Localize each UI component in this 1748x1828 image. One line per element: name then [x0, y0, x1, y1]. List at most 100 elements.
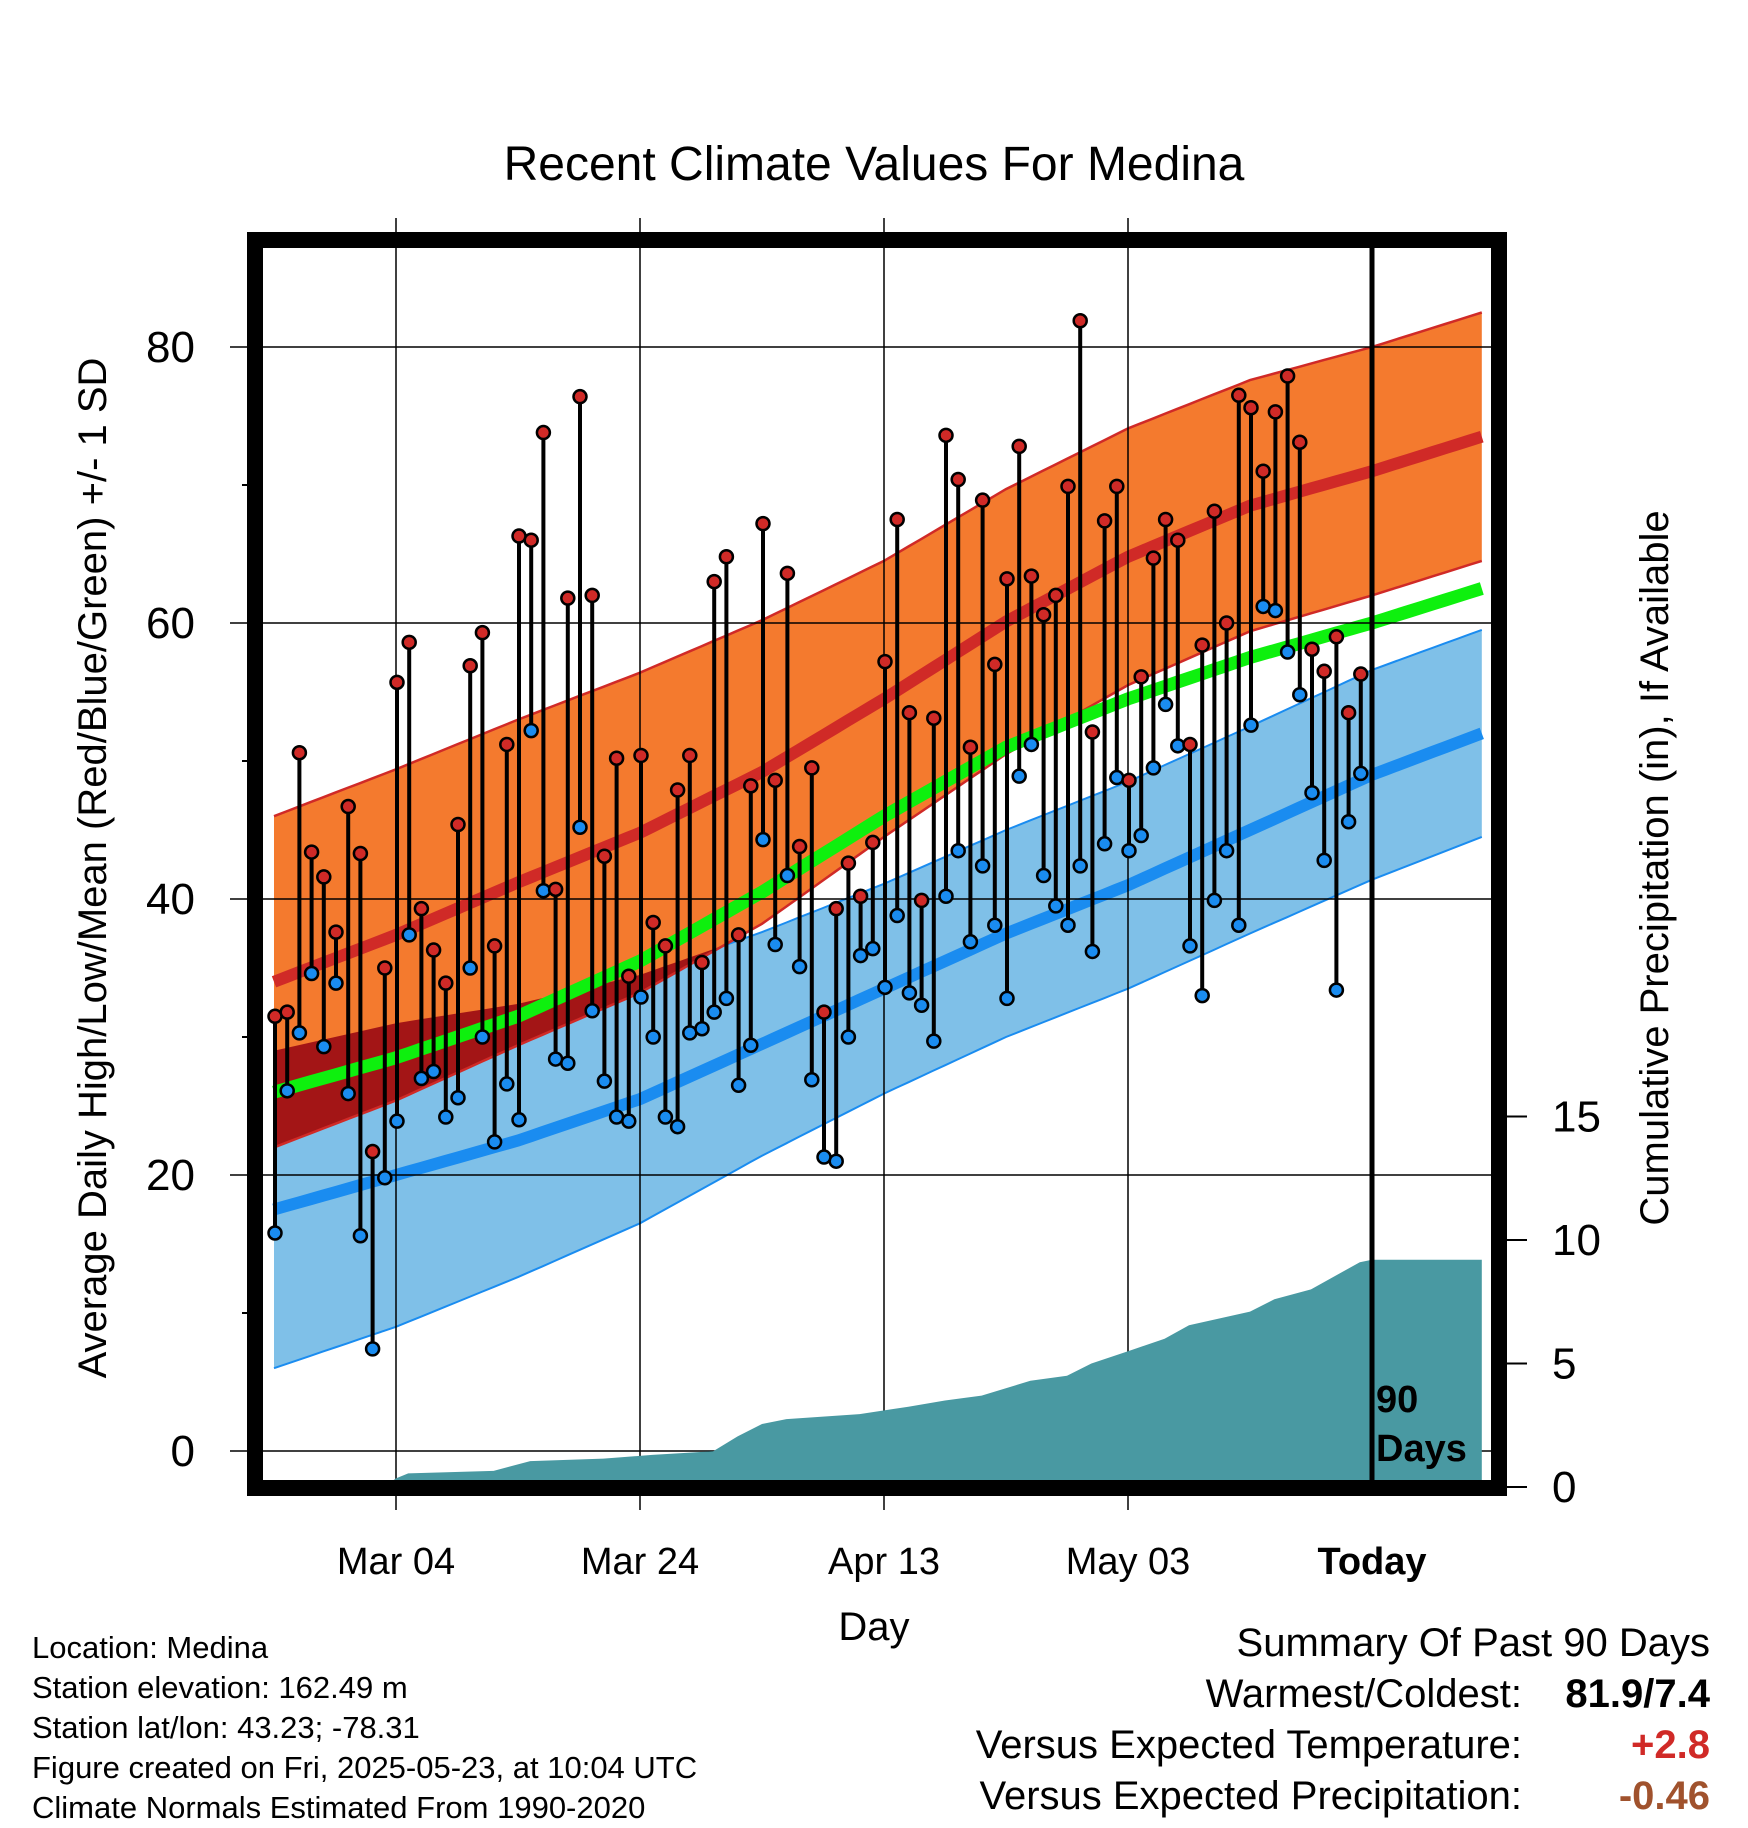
elevation-text: Station elevation: 162.49 m	[32, 1670, 408, 1705]
daily-high-point	[1084, 724, 1101, 740]
y-tick-label: 20	[146, 1151, 195, 1200]
daily-low-point	[987, 917, 1003, 933]
daily-low-point	[779, 867, 796, 884]
daily-high-point	[889, 511, 905, 528]
daily-low-point	[450, 1089, 466, 1106]
daily-high-point	[596, 848, 613, 864]
daily-low-point	[791, 958, 808, 975]
daily-low-point	[706, 1004, 722, 1020]
daily-low-point	[852, 947, 869, 964]
daily-high-point	[999, 571, 1015, 587]
daily-high-point	[547, 881, 564, 898]
daily-high-point	[1353, 666, 1369, 682]
days-marker-label: 90 Days	[1376, 1379, 1467, 1470]
daily-high-point	[340, 798, 356, 815]
daily-high-point	[316, 869, 332, 885]
high-sd-band	[274, 312, 1482, 1148]
daily-high-point	[462, 658, 478, 674]
daily-high-point	[364, 1143, 381, 1160]
daily-low-point	[1206, 892, 1223, 909]
daily-low-point	[865, 940, 881, 957]
daily-low-point	[877, 979, 893, 996]
daily-high-point	[328, 924, 344, 940]
daily-low-point	[828, 1153, 844, 1169]
x-tick-label: Mar 04	[337, 1541, 455, 1583]
daily-high-point	[1243, 399, 1259, 416]
daily-high-point	[755, 515, 771, 532]
daily-low-point	[657, 1109, 674, 1125]
overlap-band	[274, 560, 1482, 1148]
plot-border	[247, 232, 1507, 1496]
daily-high-point	[1218, 615, 1235, 631]
daily-low-point	[1218, 842, 1235, 859]
daily-low-point	[377, 1170, 393, 1186]
daily-high-point	[1048, 587, 1064, 604]
temp-value: +2.8	[1631, 1723, 1710, 1767]
low-normal-line	[272, 727, 1484, 1216]
daily-high-point	[438, 975, 454, 991]
x-tick-label: Today	[1317, 1541, 1426, 1583]
warmest-value: 81.9/7.4	[1565, 1672, 1710, 1716]
daily-low-point	[1048, 898, 1064, 914]
daily-low-point	[1353, 765, 1369, 782]
daily-low-point	[889, 907, 905, 924]
daily-high-point	[877, 653, 893, 670]
daily-high-point	[938, 427, 954, 444]
daily-high-point	[499, 736, 515, 753]
daily-low-point	[694, 1020, 710, 1037]
daily-high-point	[1328, 629, 1345, 645]
y-tick-label: 40	[146, 875, 195, 924]
daily-high-point	[1267, 404, 1284, 420]
daily-low-point	[1109, 769, 1125, 786]
daily-low-point	[438, 1109, 454, 1125]
precip-cumulative-area	[393, 1259, 1482, 1480]
summary-precip-row: Versus Expected Precipitation: -0.46	[976, 1771, 1710, 1822]
daily-low-point	[1279, 644, 1296, 660]
daily-low-point	[474, 1029, 491, 1045]
plot-frame: 90 Days	[247, 232, 1507, 1496]
daily-high-point	[425, 942, 442, 958]
y-tick-label: 0	[171, 1427, 195, 1476]
daily-high-point	[1133, 669, 1149, 685]
daily-low-point	[633, 989, 649, 1005]
daily-low-point	[901, 985, 918, 1001]
daily-high-point	[291, 744, 308, 761]
daily-low-point	[767, 936, 783, 953]
daily-low-point	[743, 1037, 759, 1054]
daily-high-point	[1072, 313, 1088, 329]
daily-low-point	[621, 1113, 637, 1129]
daily-low-point	[1121, 842, 1137, 859]
daily-high-point	[901, 704, 918, 721]
y-tick-label: 80	[146, 323, 195, 372]
daily-high-point	[621, 968, 637, 985]
x-tick-label: Apr 13	[828, 1541, 940, 1583]
daily-high-point	[1255, 463, 1271, 479]
daily-high-point	[804, 760, 820, 776]
daily-high-point	[913, 892, 930, 909]
daily-low-point	[926, 1033, 942, 1049]
precip-value: -0.46	[1618, 1774, 1710, 1818]
daily-high-point	[1035, 606, 1052, 623]
daily-high-point	[657, 938, 674, 954]
daily-low-point	[1011, 768, 1027, 784]
daily-high-point	[1292, 434, 1308, 450]
daily-low-point	[1060, 917, 1076, 933]
daily-low-point	[389, 1113, 405, 1129]
daily-high-point	[1121, 772, 1137, 789]
daily-high-point	[974, 492, 991, 508]
daily-high-point	[730, 927, 747, 943]
daily-low-point	[1267, 602, 1284, 619]
y-tick-label: 60	[146, 599, 195, 648]
daily-high-point	[352, 845, 369, 862]
daily-low-point	[316, 1038, 332, 1055]
station-info: Location: Medina Station elevation: 162.…	[32, 1628, 697, 1828]
daily-high-point	[767, 772, 783, 789]
daily-high-point	[1096, 513, 1113, 529]
summary-title: Summary Of Past 90 Days	[1236, 1621, 1710, 1665]
daily-low-point	[1194, 987, 1210, 1004]
daily-low-point	[303, 965, 320, 982]
daily-high-point	[926, 710, 942, 726]
daily-high-point	[560, 590, 576, 606]
precip-label: Versus Expected Precipitation:	[979, 1774, 1522, 1818]
